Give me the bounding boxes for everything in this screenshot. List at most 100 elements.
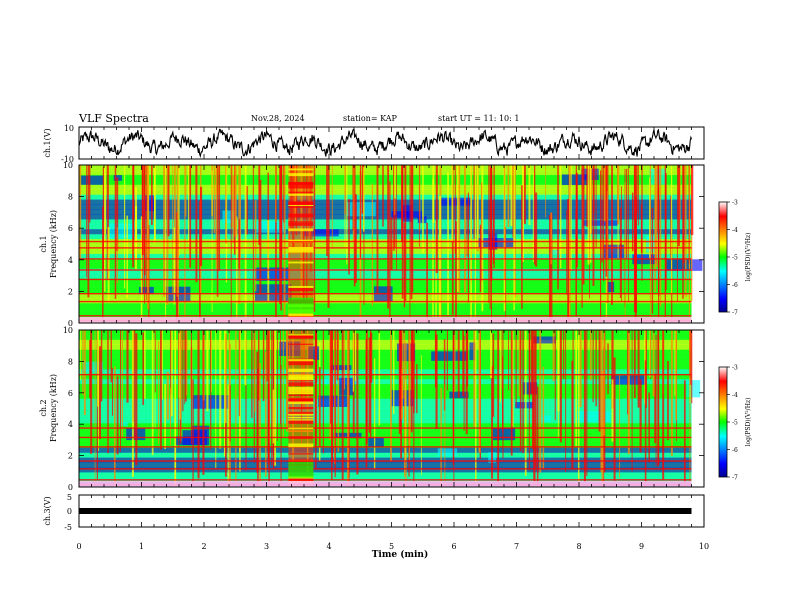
spectrogram-streak <box>135 333 138 466</box>
spectrogram-streak <box>352 165 354 231</box>
spectrogram-streak <box>404 165 407 301</box>
spectrogram-streak <box>348 199 350 275</box>
spectrogram-streak <box>677 165 680 247</box>
spectrogram-band <box>79 209 692 215</box>
spectrogram-band <box>79 369 692 375</box>
spectrogram-band <box>79 219 692 225</box>
spectrogram-burst-line <box>288 382 314 386</box>
spectrogram-streak <box>416 364 418 414</box>
spectrogram-streak <box>170 330 173 417</box>
spectrogram-streak <box>491 365 494 479</box>
spectrogram-streak <box>259 179 262 295</box>
spectrogram-streak <box>215 330 217 469</box>
spectrogram-streak <box>582 165 585 285</box>
spectrogram-streak <box>190 330 192 444</box>
spectrogram-burst-line <box>288 479 314 482</box>
spectrogram-streak <box>254 330 256 412</box>
spectrogram-streak <box>515 330 517 408</box>
spectrogram-streak <box>499 330 501 403</box>
spectrogram-streak <box>533 330 536 485</box>
ch3-waveform-panel: 5 0 -5 ch.3(V) 0 1 2 3 4 5 6 7 8 9 10 Time (min) <box>43 493 709 560</box>
spectrogram-band <box>79 452 692 458</box>
spectrogram-streak <box>649 177 651 259</box>
spectrogram-streak <box>279 165 282 304</box>
spectrogram-streak <box>344 165 346 248</box>
spectrogram-line <box>79 278 692 281</box>
spectrogram-streak <box>102 166 105 270</box>
spectrogram-streak <box>403 330 406 478</box>
spectrogram-burst-line <box>288 401 314 405</box>
spectrogram-streak <box>605 165 607 277</box>
spectrogram-streak <box>570 165 572 272</box>
spectrogram-burst-line <box>288 173 314 177</box>
spectrogram-streak <box>689 330 692 385</box>
spectrogram-burst-line <box>288 343 314 345</box>
spectrogram-streak <box>151 330 154 456</box>
spectrogram-band <box>79 442 692 449</box>
spectrogram-streak <box>228 330 231 446</box>
spectrogram-streak <box>120 330 121 452</box>
spectrogram-streak <box>528 165 531 226</box>
spectrogram-burst-line <box>288 206 314 208</box>
spectrogram-streak <box>227 384 229 487</box>
time-tick-label: 10 <box>699 542 709 551</box>
spectrogram-streak <box>658 187 660 320</box>
spectrogram-streak <box>566 210 567 295</box>
spectrogram-streak <box>123 165 126 289</box>
spectrogram-patch <box>304 229 339 237</box>
spectrogram-band <box>79 383 692 390</box>
spectrogram-burst-line <box>288 204 314 206</box>
spectrogram-streak <box>219 330 222 449</box>
spectrogram-streak <box>160 330 162 450</box>
spectrogram-burst-line <box>288 287 314 292</box>
spectrogram-burst-line <box>288 478 314 480</box>
spectrogram-band <box>79 398 692 404</box>
spectrogram-streak <box>163 165 166 297</box>
ch1-colorbar-tick-label: -7 <box>732 310 738 317</box>
header-station: station= KAP <box>343 114 397 123</box>
spectrogram-streak <box>272 389 275 444</box>
spectrogram-streak <box>177 226 179 323</box>
spectrogram-streak <box>254 200 257 292</box>
ch1-colorbar-tick-label: -6 <box>732 282 738 289</box>
spectrogram-streak <box>144 330 146 399</box>
ch2-colorbar-tick-label: -6 <box>732 447 738 454</box>
spectrogram-streak <box>238 219 240 269</box>
spectrogram-line <box>79 240 692 243</box>
spectrogram-streak <box>490 330 493 379</box>
spectrogram-burst-line <box>288 419 314 421</box>
spectrogram-streak <box>318 366 321 448</box>
spectrogram-streak <box>107 227 110 302</box>
header-date: Nov.28, 2024 <box>251 114 305 123</box>
spectrogram-lowfreq-strip <box>79 481 692 487</box>
spectrogram-patch <box>339 377 354 396</box>
spectrogram-streak <box>79 165 82 259</box>
ch2-spectrogram-panel: 0 2 4 6 8 10 ch.2Frequency (kHz) <box>39 326 705 492</box>
spectrogram-streak <box>528 330 530 471</box>
spectrogram-patch <box>82 361 103 372</box>
spectrogram-streak <box>113 366 116 487</box>
spectrogram-burst-line <box>288 213 314 218</box>
spectrogram-patch <box>576 411 611 423</box>
spectrogram-streak <box>510 165 513 227</box>
spectrogram-streak <box>359 165 362 258</box>
spectrogram-streak <box>266 330 268 382</box>
spectrogram-burst-line <box>288 247 314 251</box>
spectrogram-streak <box>455 221 457 323</box>
spectrogram-streak <box>110 330 112 383</box>
spectrogram-streak <box>636 165 638 214</box>
ch1-colorbar-gradient <box>718 201 728 313</box>
spectrogram-streak <box>382 165 384 227</box>
spectrogram-streak <box>419 165 421 231</box>
spectrogram-line <box>79 446 692 448</box>
spectrogram-streak <box>184 330 186 405</box>
spectrogram-patch <box>347 202 376 217</box>
ch1-spectrogram-image <box>79 165 703 324</box>
spectrogram-streak <box>592 330 594 403</box>
spectrogram-streak <box>147 165 149 309</box>
spectrogram-streak <box>161 330 163 400</box>
spectrogram-streak <box>216 165 219 297</box>
spectrogram-streak <box>644 360 647 487</box>
spectrogram-band <box>79 273 692 279</box>
spectrogram-streak <box>356 333 359 475</box>
